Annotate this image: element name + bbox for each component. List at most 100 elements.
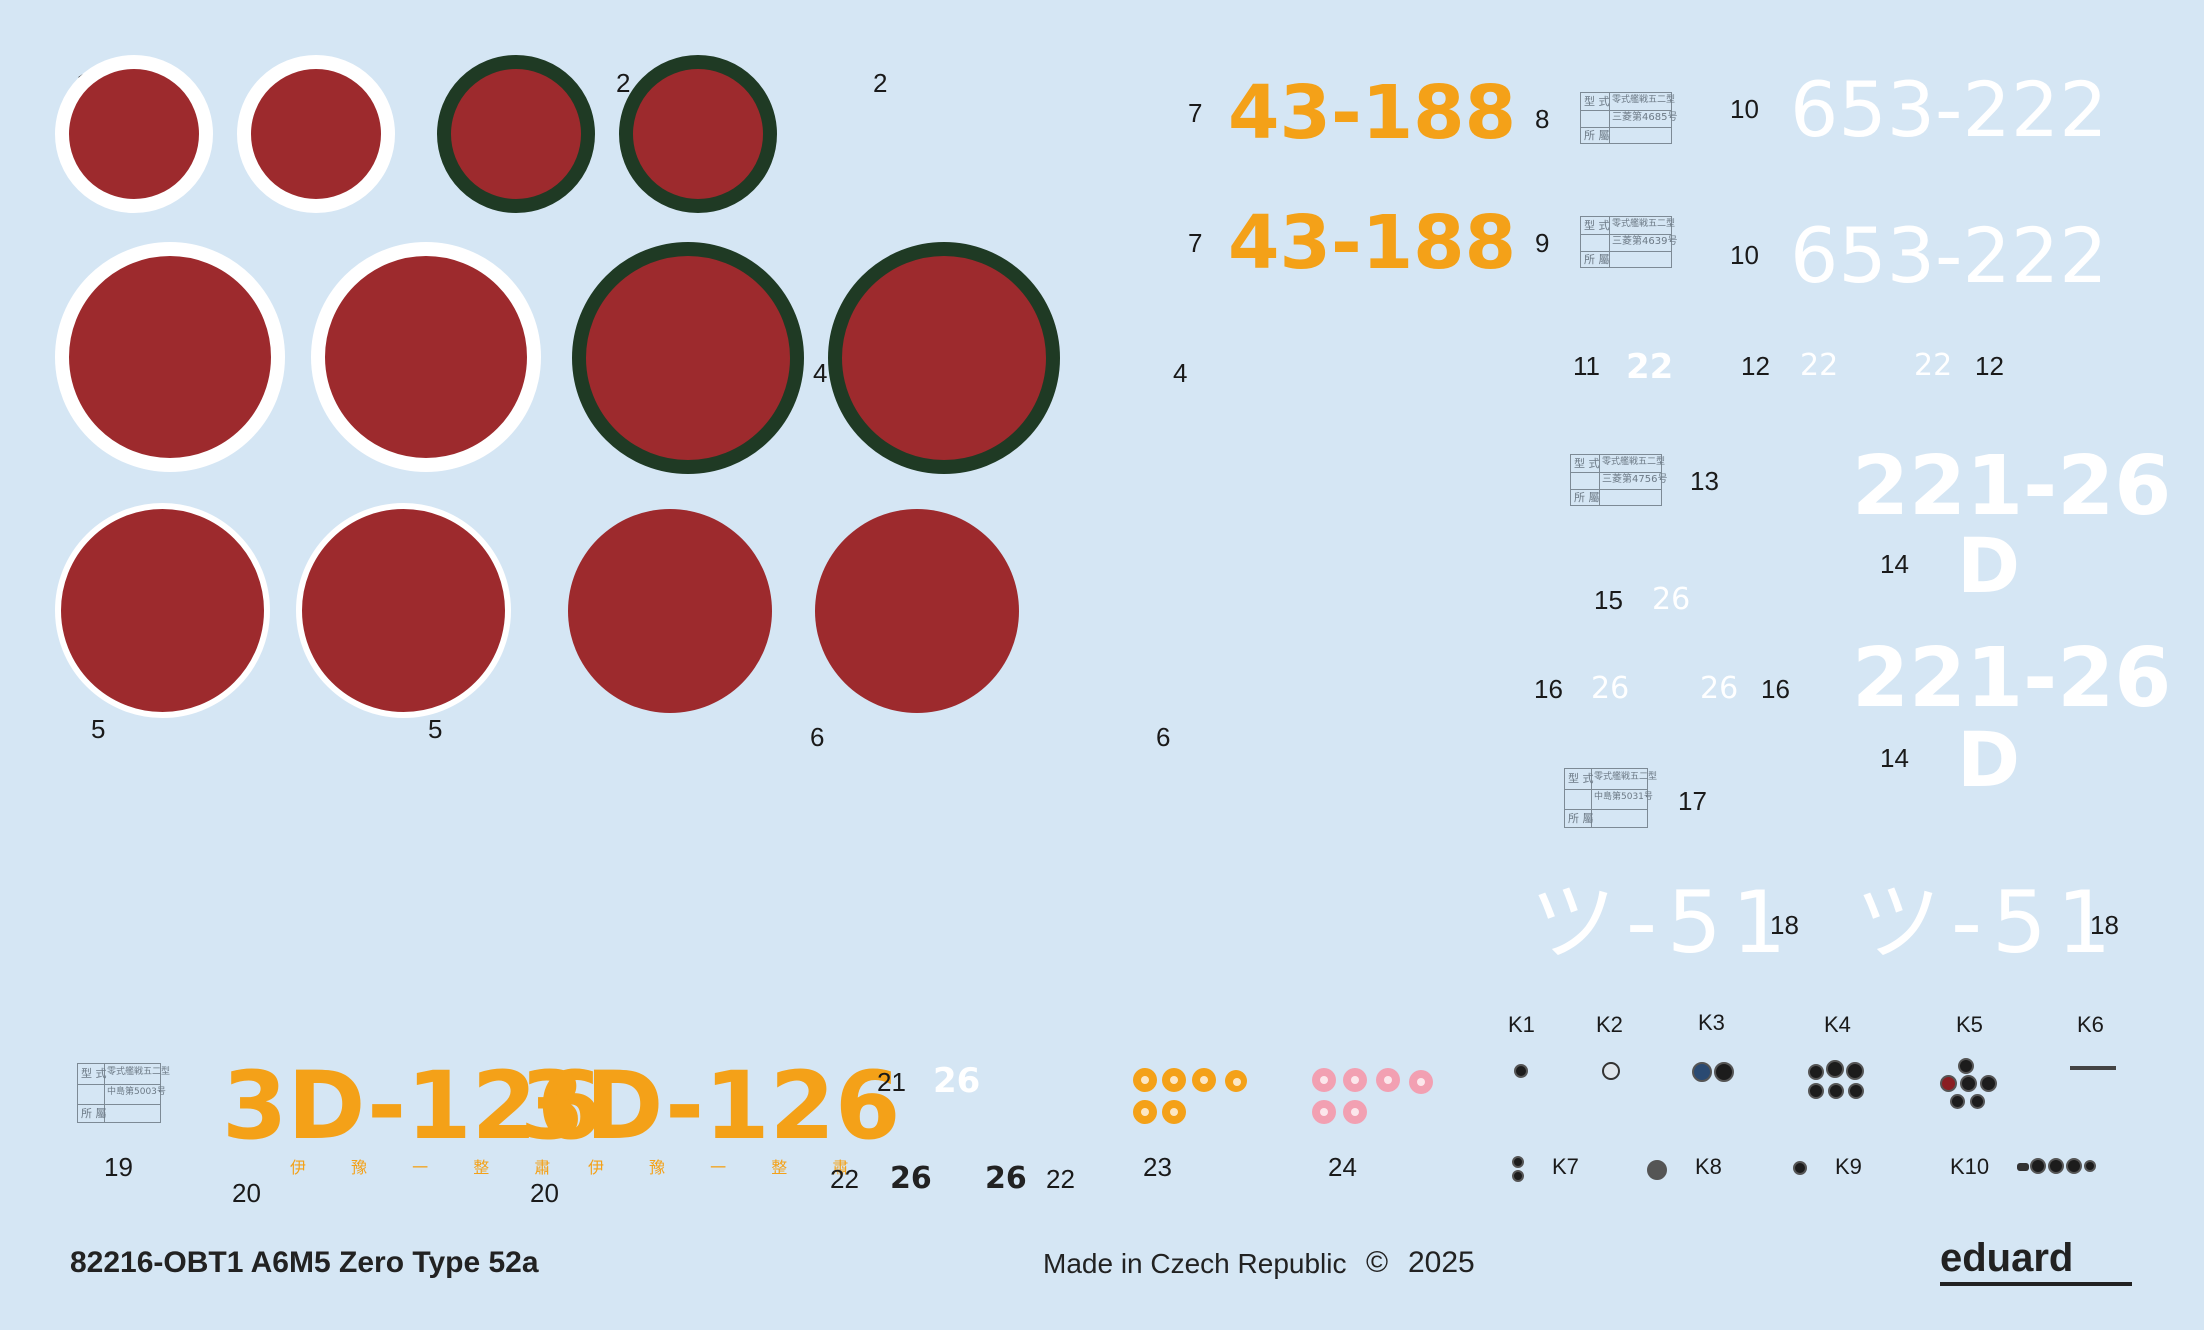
instrument-gauge-icon [1970, 1094, 1985, 1109]
roundel-label: 4 [813, 358, 828, 388]
chrysanthemum-icon [1312, 1100, 1336, 1124]
roundel-label: 6 [810, 722, 825, 752]
fuselage-code-221-26: 221-26 [1852, 439, 2172, 534]
small-code-22: 22 [1914, 348, 1953, 383]
small-code-26: 26 [890, 1161, 932, 1196]
decal-label-k4: K4 [1824, 1012, 1851, 1037]
data-stencil: 型 式 零式艦戦五二型 三菱第4639号 所 屬 [1580, 216, 1677, 268]
data-stencil: 型 式 零式艦戦五二型 中島第5003号 所 屬 [77, 1063, 170, 1123]
instrument-gauge-icon [1512, 1170, 1524, 1182]
small-code-26: 26 [1700, 671, 1739, 706]
instrument-gauge-icon [1848, 1083, 1864, 1099]
instrument-gauge-icon [1714, 1062, 1734, 1082]
hinomaru-roundel [619, 55, 777, 213]
decal-label-12: 12 [1741, 351, 1770, 381]
chrysanthemum-icon [1225, 1070, 1247, 1092]
roundel-label: 5 [91, 714, 106, 744]
sheet-title: 82216-OBT1 A6M5 Zero Type 52a [70, 1246, 539, 1279]
decal-label-7: 7 [1188, 228, 1203, 258]
brand-underline [1940, 1282, 2132, 1286]
tail-subtext: 伊 豫 一 整 肅 [588, 1158, 869, 1177]
chrysanthemum-icon [1162, 1068, 1186, 1092]
decal-label-k10: K10 [1950, 1154, 1990, 1179]
instrument-gauge-icon [1602, 1062, 1620, 1080]
roundel-label: 2 [873, 68, 888, 98]
chrysanthemum-icon [1312, 1068, 1336, 1092]
decal-label-k2: K2 [1596, 1012, 1623, 1037]
decal-label-k1: K1 [1508, 1012, 1535, 1037]
decal-label-16: 16 [1534, 674, 1563, 704]
tail-code-3d-126: 3D-126 [222, 1052, 603, 1161]
brand-logo: eduard [1940, 1236, 2074, 1280]
instrument-gauge-icon [2048, 1158, 2064, 1174]
copyright-year: 2025 [1408, 1246, 1475, 1279]
instrument-gauge-icon [2066, 1158, 2082, 1174]
hinomaru-roundel [311, 242, 541, 472]
decal-label-14: 14 [1880, 549, 1909, 579]
tail-code-tsu-51: ツ-51 [1530, 873, 1797, 973]
instrument-gauge-icon [1514, 1064, 1528, 1078]
instrument-gauge-icon [1647, 1160, 1667, 1180]
fuselage-code-d: D [1957, 521, 2021, 610]
decal-label-12: 12 [1975, 351, 2004, 381]
data-stencil: 型 式 零式艦戦五二型 三菱第4756号 所 屬 [1570, 454, 1667, 506]
instrument-gauge-icon [1980, 1075, 1997, 1092]
decal-label-18: 18 [2090, 910, 2119, 940]
decal-label-15: 15 [1594, 585, 1623, 615]
decal-label-k3: K3 [1698, 1010, 1725, 1035]
decal-label-k9: K9 [1835, 1154, 1862, 1179]
small-code-26: 26 [933, 1061, 981, 1101]
decal-label-22: 22 [830, 1164, 859, 1194]
chrysanthemum-icon [1409, 1070, 1433, 1094]
instrument-gauge-icon [1808, 1064, 1824, 1080]
instrument-gauge-icon [2030, 1158, 2046, 1174]
hinomaru-roundel [55, 55, 213, 213]
instrument-gauge-icon [1808, 1083, 1824, 1099]
decal-label-17: 17 [1678, 786, 1707, 816]
tail-code-43-188: 43-188 [1228, 200, 1517, 286]
decal-label-k6: K6 [2077, 1012, 2104, 1037]
hinomaru-roundel [572, 242, 804, 474]
decal-label-23: 23 [1143, 1152, 1172, 1182]
instrument-gauge-icon [1512, 1156, 1524, 1168]
decal-label-10: 10 [1730, 240, 1759, 270]
decal-label-18: 18 [1770, 910, 1799, 940]
decal-label-11: 11 [1573, 351, 1600, 381]
tail-code-tsu-51: ツ-51 [1855, 873, 2122, 973]
chrysanthemum-icon [1343, 1100, 1367, 1124]
hinomaru-roundel [828, 242, 1060, 474]
hinomaru-roundel [815, 509, 1019, 713]
decal-label-21: 21 [877, 1067, 906, 1097]
instrument-gauge-icon [1828, 1083, 1844, 1099]
hinomaru-roundel [437, 55, 595, 213]
instrument-gauge-icon [1846, 1062, 1864, 1080]
decal-label-20: 20 [232, 1178, 261, 1208]
instrument-gauge-icon [2084, 1160, 2096, 1172]
small-code-22: 22 [1626, 347, 1674, 387]
decal-label-7: 7 [1188, 98, 1203, 128]
roundel-label: 5 [428, 714, 443, 744]
instrument-gauge-icon [1950, 1094, 1965, 1109]
tail-code-653-222: 653-222 [1790, 211, 2108, 300]
tail-code-43-188: 43-188 [1228, 70, 1517, 156]
decal-label-14: 14 [1880, 743, 1909, 773]
tail-code-653-222: 653-222 [1790, 65, 2108, 154]
copyright-symbol: © [1366, 1246, 1389, 1279]
chrysanthemum-icon [1192, 1068, 1216, 1092]
decal-label-16: 16 [1761, 674, 1790, 704]
data-stencil: 型 式 零式艦戦五二型 中島第5031号 所 屬 [1564, 768, 1657, 828]
decal-label-20: 20 [530, 1178, 559, 1208]
fuselage-code-221-26: 221-26 [1852, 631, 2172, 726]
chrysanthemum-icon [1162, 1100, 1186, 1124]
small-code-26: 26 [1591, 671, 1630, 706]
instrument-gauge-icon [1692, 1062, 1712, 1082]
small-code-26: 26 [985, 1161, 1027, 1196]
decal-label-13: 13 [1690, 466, 1719, 496]
small-code-26: 26 [1652, 582, 1691, 617]
roundel-label: 6 [1156, 722, 1171, 752]
instrument-gauge-icon [1958, 1058, 1974, 1074]
chrysanthemum-icon [1376, 1068, 1400, 1092]
decal-label-10: 10 [1730, 94, 1759, 124]
instrument-gauge-icon [1960, 1075, 1977, 1092]
